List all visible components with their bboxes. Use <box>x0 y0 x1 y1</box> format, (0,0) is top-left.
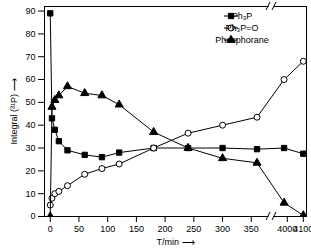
svg-text:0: 0 <box>30 211 35 221</box>
svg-text:30: 30 <box>25 143 35 153</box>
svg-text:300: 300 <box>215 224 230 234</box>
svg-text:200: 200 <box>158 224 173 234</box>
svg-text:0: 0 <box>48 224 53 234</box>
svg-text:250: 250 <box>186 224 201 234</box>
svg-text:4000: 4000 <box>277 223 298 234</box>
svg-text:20: 20 <box>25 166 35 176</box>
svg-text:100: 100 <box>100 224 115 234</box>
svg-text:60: 60 <box>25 74 35 84</box>
svg-text:Ph₃P: Ph₃P <box>232 11 253 21</box>
svg-text:50: 50 <box>74 224 84 234</box>
svg-text:80: 80 <box>25 29 35 39</box>
svg-text:Ph₃P=O: Ph₃P=O <box>226 23 259 33</box>
svg-text:70: 70 <box>25 52 35 62</box>
svg-text:150: 150 <box>129 224 144 234</box>
svg-text:350: 350 <box>244 224 259 234</box>
svg-text:Phosphorane: Phosphorane <box>215 35 269 45</box>
svg-text:4100: 4100 <box>293 224 311 234</box>
svg-text:50: 50 <box>25 97 35 107</box>
svg-text:90: 90 <box>25 6 35 16</box>
svg-text:T/min ⟶: T/min ⟶ <box>156 237 194 247</box>
svg-text:40: 40 <box>25 120 35 130</box>
svg-text:Integral (³¹P) ⟶: Integral (³¹P) ⟶ <box>9 78 19 144</box>
svg-text:10: 10 <box>25 189 35 199</box>
